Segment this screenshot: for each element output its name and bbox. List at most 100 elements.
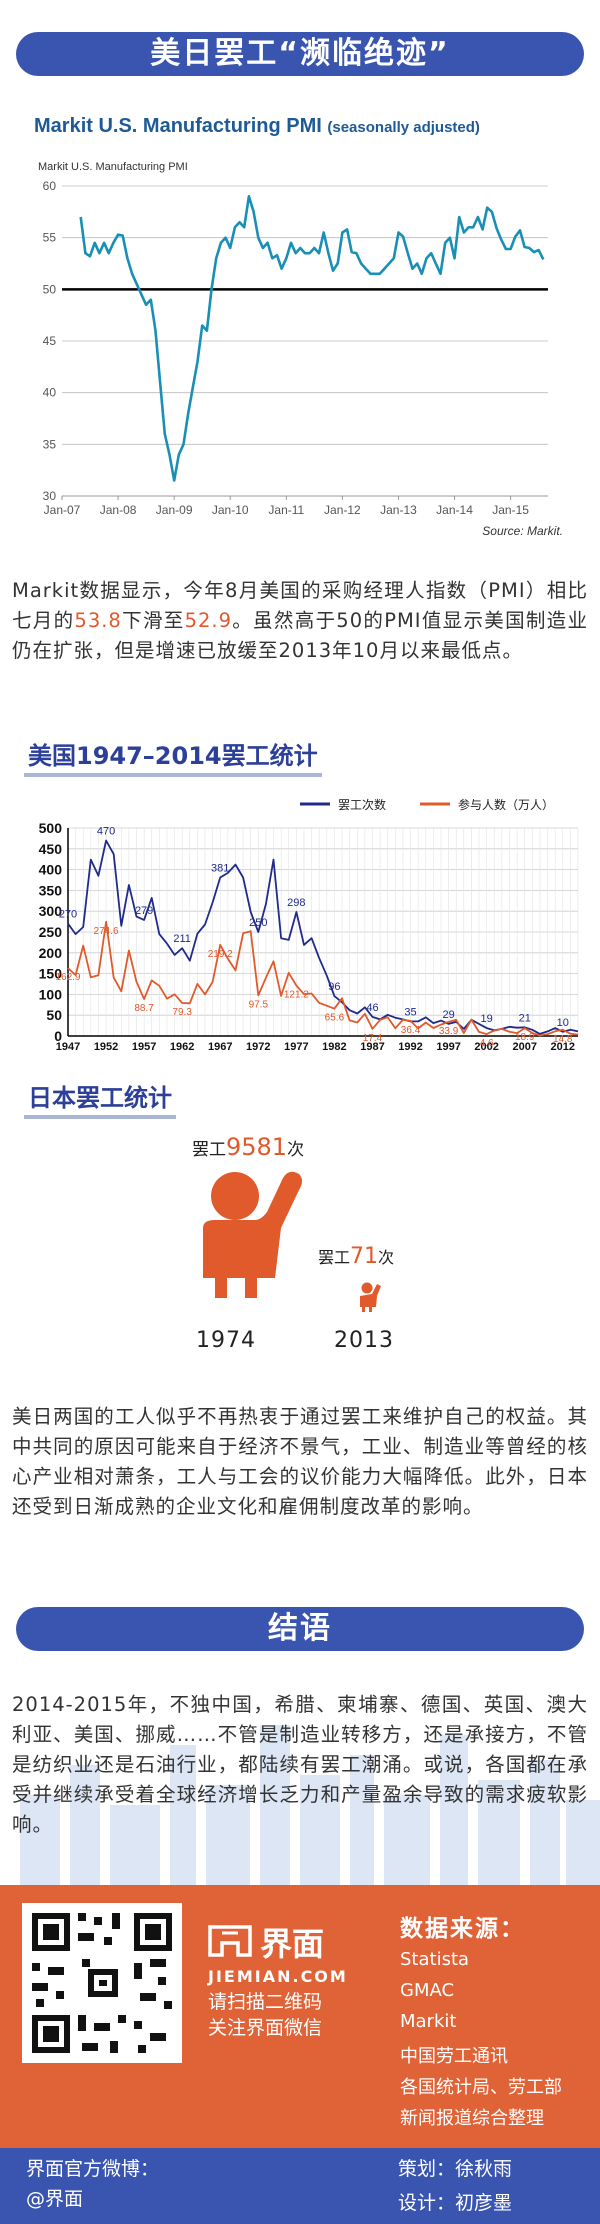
us-participants-data-label: 14.8: [553, 1034, 573, 1045]
us-strikes-data-label: 35: [404, 1006, 416, 1018]
us-x-tick-label: 1952: [94, 1041, 118, 1050]
us-participants-data-label: 121.2: [284, 990, 309, 1001]
pmi-y-tick-label: 35: [43, 437, 57, 451]
pmi-x-tick-label: Jan-08: [100, 503, 137, 517]
us-x-tick-label: 1982: [322, 1041, 346, 1050]
pmi-para-text-2: 下滑至: [121, 609, 185, 632]
worker-figure-large-icon: [203, 1171, 302, 1298]
us-x-tick-label: 1997: [436, 1041, 460, 1050]
scan-line-2: 关注界面微信: [208, 2017, 323, 2039]
us-x-tick-label: 1957: [132, 1041, 156, 1050]
us-y-tick-label: 100: [39, 986, 63, 1002]
pmi-x-tick-label: Jan-09: [156, 503, 193, 517]
japan-1974-label-post: 次: [287, 1140, 305, 1160]
source-item: GMAC: [400, 1980, 455, 2001]
conclusion-banner: 结语: [16, 1607, 584, 1651]
source-item: Statista: [400, 1949, 470, 1970]
pmi-x-tick-label: Jan-15: [492, 503, 529, 517]
us-strike-section-title-text: 美国1947–2014罢工统计: [28, 742, 318, 770]
us-strikes-data-label: 470: [97, 825, 115, 837]
weibo-label: 界面官方微博：: [26, 2158, 160, 2180]
qr-code-icon[interactable]: [22, 1903, 182, 2063]
city-skyline-background: [20, 1725, 600, 1885]
pmi-x-tick-label: Jan-13: [380, 503, 417, 517]
analysis-paragraph: 美日两国的工人似乎不再热衷于通过罢工来维护自己的权益。其中共同的原因可能来自于经…: [12, 1405, 588, 1518]
us-y-tick-label: 50: [46, 1007, 62, 1023]
japan-2013-label-pre: 罢工: [318, 1248, 351, 1267]
us-strike-section-title: 美国1947–2014罢工统计: [24, 736, 322, 777]
us-x-tick-label: 1977: [284, 1041, 308, 1050]
us-strikes-data-label: 96: [328, 981, 340, 993]
planner-credit: 策划：徐秋雨: [398, 2158, 513, 2180]
pmi-para-text-3: 。虽然高于50的PMI值显示美国制造业仍在扩张，但是增速已放缓至2013年10月…: [12, 609, 588, 662]
source-item: 中国劳工通讯: [400, 2046, 508, 2067]
us-strikes-data-label: 46: [366, 1002, 378, 1014]
pmi-x-tick-label: Jan-11: [268, 503, 304, 517]
page-title: 美日罢工“濒临绝迹”: [150, 36, 450, 71]
pmi-chart-heading-main: Markit U.S. Manufacturing PMI: [34, 115, 322, 137]
us-participants-data-label: 18.9: [515, 1032, 535, 1043]
pmi-y-tick-label: 40: [43, 386, 57, 400]
us-y-tick-label: 0: [54, 1028, 62, 1044]
us-x-tick-label: 2007: [512, 1041, 536, 1050]
japan-1974-label-pre: 罢工: [192, 1140, 226, 1160]
pmi-x-tick-label: Jan-07: [44, 503, 81, 517]
us-strikes-data-label: 211: [173, 933, 191, 945]
us-x-tick-label: 1987: [360, 1041, 384, 1050]
us-strikes-data-label: 279: [135, 905, 153, 917]
japan-1974-value: 9581: [226, 1133, 288, 1161]
us-strikes-data-label: 381: [211, 863, 229, 875]
worker-figure-small-icon: [360, 1282, 381, 1312]
us-x-tick-label: 1972: [246, 1041, 270, 1050]
us-y-tick-label: 400: [39, 862, 63, 878]
us-participants-data-label: 33.9: [439, 1026, 459, 1037]
pmi-chart-heading: Markit U.S. Manufacturing PMI (seasonall…: [34, 115, 480, 138]
pmi-august-value: 52.9: [184, 609, 232, 632]
us-participants-data-label: 274.6: [94, 926, 119, 937]
pmi-paragraph: Markit数据显示，今年8月美国的采购经理人指数（PMI）相比七月的53.8下…: [12, 576, 588, 666]
conclusion-title: 结语: [268, 1611, 332, 1646]
us-strikes-line: [67, 839, 579, 1035]
us-y-tick-label: 250: [39, 924, 63, 940]
pmi-x-tick-label: Jan-14: [436, 503, 473, 517]
sources-title: 数据来源：: [400, 1916, 525, 1942]
us-y-tick-label: 150: [39, 966, 63, 982]
jiemian-logo-icon: [208, 1925, 252, 1957]
pmi-x-tick-label: Jan-12: [324, 503, 361, 517]
us-strikes-data-label: 10: [557, 1017, 569, 1029]
source-item: 各国统计局、劳工部: [400, 2077, 562, 2098]
pmi-inner-title: Markit U.S. Manufacturing PMI: [38, 161, 188, 173]
us-legend-label: 罢工次数: [338, 797, 386, 812]
us-strike-line-chart: 罢工次数 参与人数（万人） 0 50 100 150 200 250 300 350 400 450…: [39, 797, 579, 1050]
us-participants-data-label: 79.3: [172, 1007, 192, 1018]
japan-strike-section-title: 日本罢工统计: [24, 1078, 176, 1119]
header-banner: 美日罢工“濒临绝迹”: [16, 32, 584, 76]
pmi-y-tick-label: 60: [43, 179, 57, 193]
japan-2013-label-post: 次: [378, 1248, 395, 1267]
us-x-tick-label: 1967: [208, 1041, 232, 1050]
us-strikes-data-label: 29: [442, 1009, 454, 1021]
us-x-tick-label: 2002: [474, 1041, 498, 1050]
us-participants-data-label: 17.4: [363, 1033, 383, 1044]
us-strikes-data-label: 19: [481, 1013, 493, 1025]
us-x-tick-label: 1962: [170, 1041, 194, 1050]
weibo-handle[interactable]: @界面: [26, 2188, 84, 2210]
us-strikes-data-label: 298: [287, 897, 305, 909]
us-y-tick-label: 350: [39, 882, 63, 898]
pmi-y-tick-label: 50: [43, 282, 57, 296]
us-participants-line: [67, 920, 579, 1037]
conclusion-paragraph: 2014-2015年，不独中国，希腊、柬埔寨、德国、英国、澳大利亚、美国、挪威……: [12, 1693, 588, 1836]
us-participants-data-label: 97.5: [249, 999, 269, 1010]
us-participants-data-label: 65.6: [325, 1013, 345, 1024]
japan-1974-label: 罢工9581次: [192, 1133, 304, 1161]
us-participants-data-label: 219.2: [208, 949, 233, 960]
source-item: 新闻报道综合整理: [400, 2108, 544, 2129]
us-x-tick-label: 1947: [56, 1041, 80, 1050]
japan-1974-year: 1974: [196, 1328, 256, 1353]
designer-credit: 设计：初彦墨: [398, 2192, 513, 2214]
pmi-y-tick-label: 45: [43, 334, 57, 348]
scan-line-1: 请扫描二维码: [208, 1991, 323, 2013]
pmi-x-tick-label: Jan-10: [212, 503, 249, 517]
us-participants-data-label: 36.4: [401, 1025, 421, 1036]
pmi-series-line: [79, 195, 545, 482]
